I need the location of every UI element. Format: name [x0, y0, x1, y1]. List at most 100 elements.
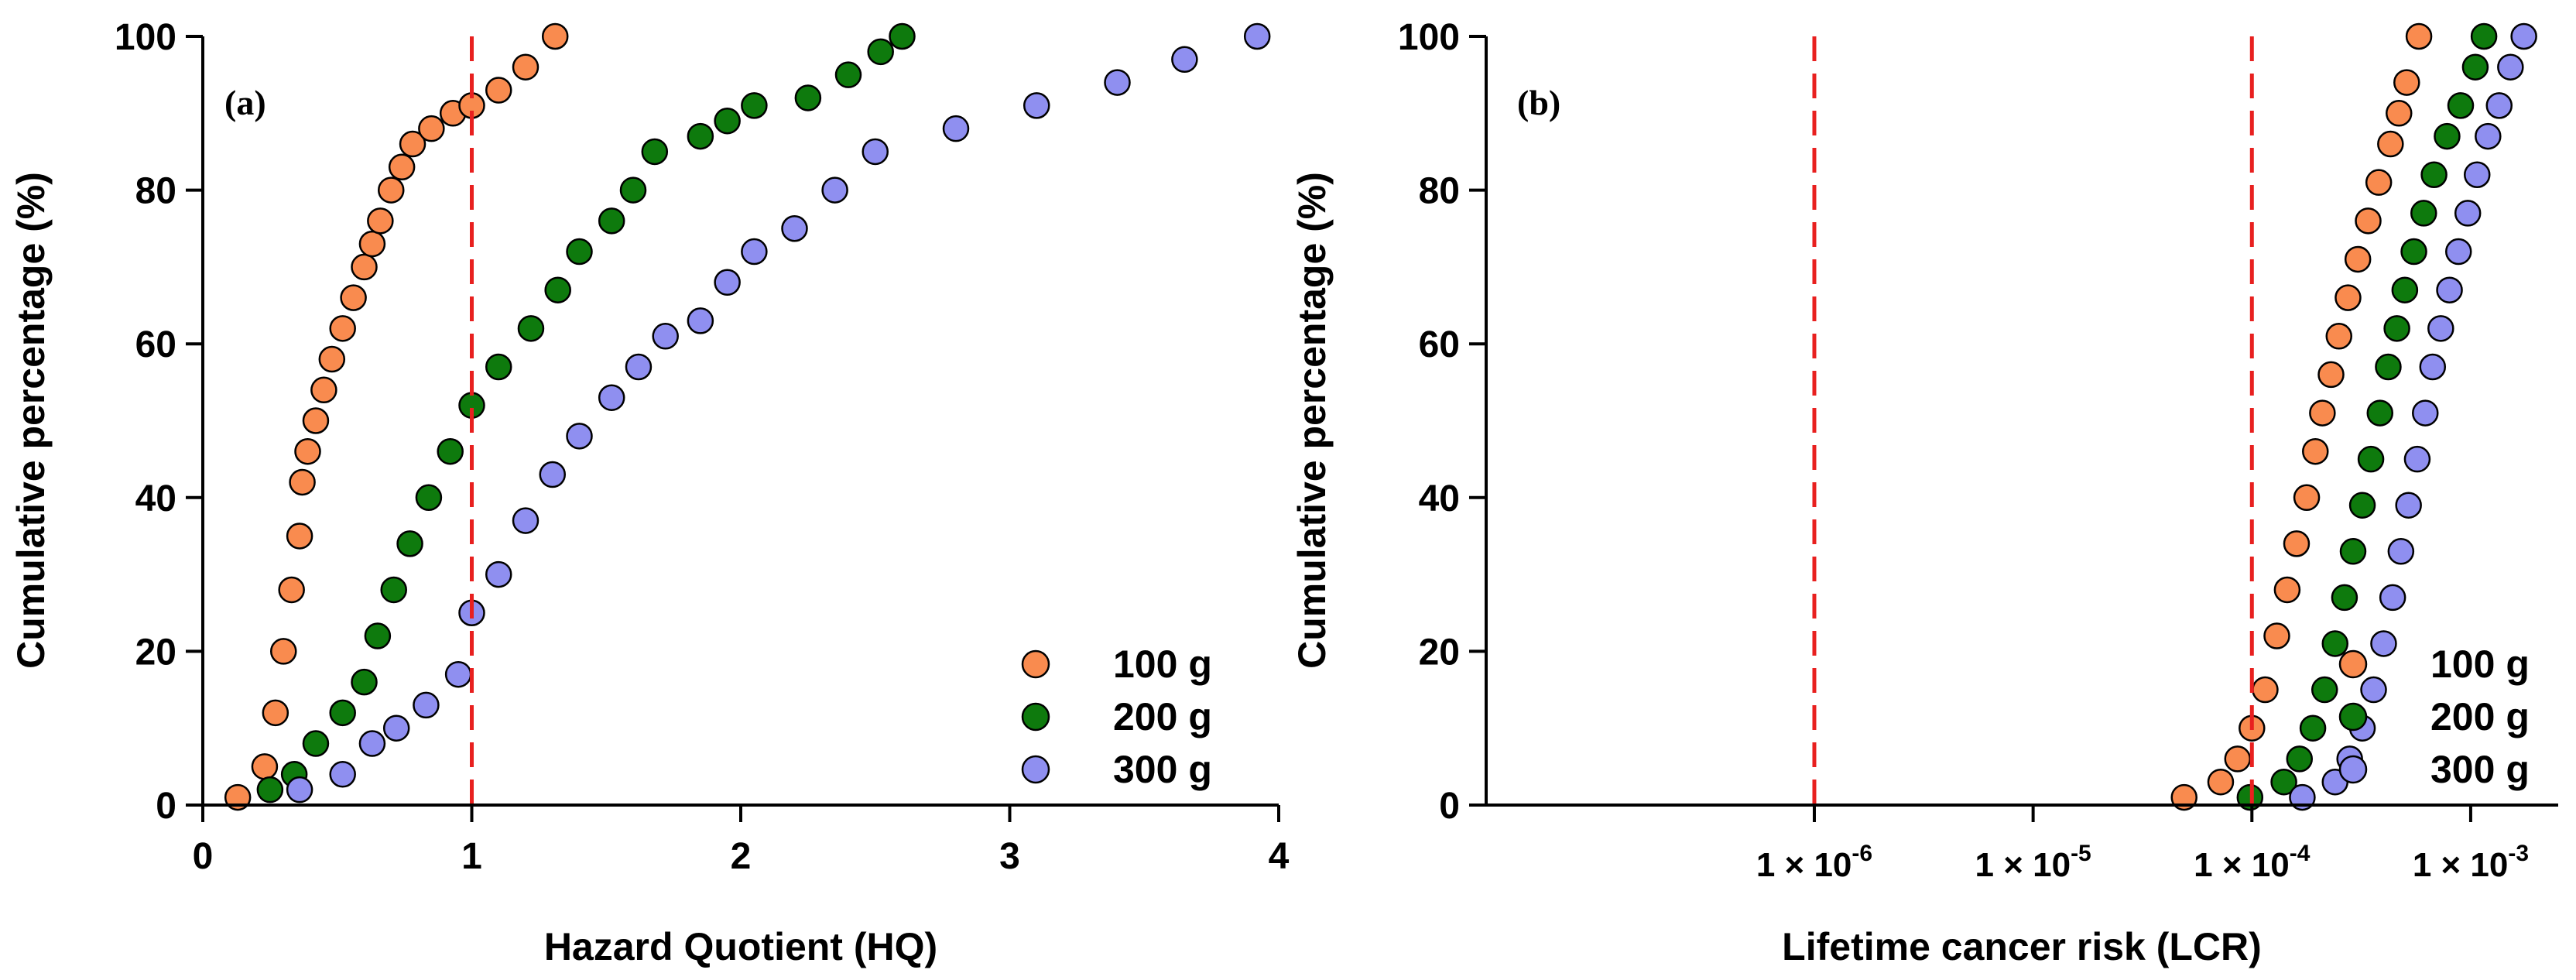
data-point [380, 576, 407, 604]
y-tick-label: 60 [1419, 324, 1460, 365]
data-point [415, 484, 443, 512]
panel-b-x-ticks: 1 × 10-6 1 × 10-5 1 × 10-4 1 × 10-3 [1756, 805, 2529, 884]
data-point [2317, 361, 2345, 389]
data-point [358, 230, 386, 258]
data-point [2334, 284, 2362, 311]
panel-b-x-axis-label: Lifetime cancer risk (LCR) [1782, 925, 2262, 968]
data-point [598, 384, 625, 411]
y-tick-label: 0 [156, 786, 176, 827]
data-point [340, 284, 367, 311]
data-point [2360, 676, 2387, 704]
panel-b-y-ticks: 0 20 40 60 80 100 [1398, 17, 1486, 827]
data-point [251, 753, 279, 780]
panel-a-y-axis-label: Cumulative percentage (%) [9, 172, 53, 669]
data-point [539, 461, 566, 488]
data-point [289, 468, 316, 496]
data-point [2412, 399, 2439, 427]
legend-marker [2338, 702, 2368, 732]
data-point [687, 122, 714, 150]
data-point [1171, 46, 1198, 74]
data-point [2410, 200, 2437, 227]
data-point [889, 22, 916, 50]
data-point [598, 207, 625, 235]
data-point [2207, 768, 2235, 796]
data-point [2366, 399, 2394, 427]
data-point [2321, 630, 2349, 657]
data-point [437, 437, 464, 465]
data-point [867, 38, 894, 66]
data-point [2475, 122, 2502, 150]
legend-marker [2338, 755, 2368, 784]
data-point [2444, 238, 2472, 266]
data-point [517, 315, 545, 342]
data-point [2283, 530, 2311, 557]
data-point [2497, 53, 2524, 81]
x-tick-label: 1 × 10-6 [1756, 841, 1872, 884]
data-point [1243, 22, 1271, 50]
data-point [2377, 130, 2404, 158]
legend-label: 200 g [1113, 695, 1212, 738]
data-point [619, 176, 647, 204]
data-point [329, 699, 356, 727]
data-point [821, 176, 848, 204]
data-point [2286, 745, 2314, 773]
panel-a: 0 20 40 60 80 100 0 1 2 3 4 (a) Hazard Quotient (… [9, 17, 1290, 968]
y-tick-label: 80 [135, 171, 176, 212]
legend-marker [1021, 649, 1050, 679]
data-point [2436, 276, 2463, 303]
data-point [378, 176, 405, 204]
data-point [418, 115, 445, 142]
data-point [2454, 200, 2482, 227]
data-point [2386, 100, 2413, 127]
data-point [413, 691, 440, 719]
data-point [2357, 445, 2385, 473]
data-point [2391, 276, 2419, 303]
data-point [318, 345, 346, 373]
panel-a-tag: (a) [224, 83, 266, 122]
data-point [2447, 92, 2475, 119]
series-200-g [256, 22, 916, 804]
legend-label: 100 g [2430, 642, 2530, 686]
data-point [794, 84, 822, 111]
data-point [2427, 315, 2454, 342]
x-tick-label: 1 × 10-3 [2413, 841, 2529, 884]
x-tick-label: 2 [731, 836, 752, 877]
data-point [2463, 161, 2491, 188]
data-point [2344, 245, 2372, 273]
data-point [2263, 622, 2290, 649]
data-point [2395, 492, 2422, 519]
data-point [329, 315, 356, 342]
panel-a-y-ticks: 0 20 40 60 80 100 [115, 17, 203, 827]
data-point [358, 730, 386, 757]
series-100-g [2170, 22, 2433, 811]
data-point [302, 407, 330, 434]
data-point [485, 77, 512, 104]
y-tick-label: 0 [1439, 786, 1460, 827]
data-point [364, 622, 392, 649]
data-point [942, 115, 970, 142]
data-point [262, 699, 289, 727]
data-point [310, 376, 337, 404]
panel-b-points [2170, 22, 2537, 811]
data-point [625, 353, 653, 381]
panel-b-legend: 100 g 200 g 300 g [2338, 642, 2530, 791]
data-point [485, 560, 512, 588]
data-point [741, 238, 768, 266]
x-tick-label: 3 [999, 836, 1020, 877]
data-point [652, 323, 679, 350]
y-tick-label: 20 [1419, 632, 1460, 673]
data-point [2419, 353, 2447, 381]
data-point [367, 207, 394, 235]
panel-b-tag: (b) [1517, 83, 1560, 122]
legend-marker [1021, 755, 1050, 784]
x-tick-label: 1 [461, 836, 482, 877]
panel-a-points [224, 22, 1271, 811]
y-tick-label: 40 [1419, 478, 1460, 519]
panel-a-legend: 100 g 200 g 300 g [1021, 642, 1212, 791]
data-point [2273, 576, 2301, 604]
data-point [294, 437, 321, 465]
data-point [2405, 22, 2433, 50]
data-point [781, 215, 808, 242]
data-point [2461, 53, 2489, 81]
